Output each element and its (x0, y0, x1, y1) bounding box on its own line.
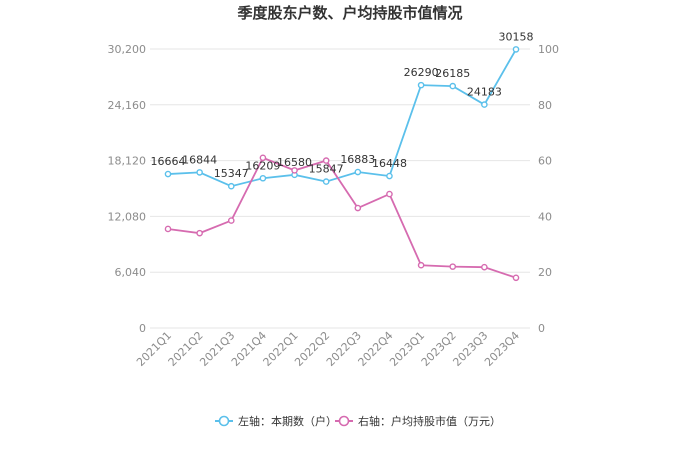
right-tick-label: 80 (538, 99, 552, 112)
data-point[interactable] (196, 169, 203, 176)
series-line-1 (167, 48, 517, 188)
data-point[interactable] (164, 170, 172, 178)
data-point[interactable] (417, 261, 425, 269)
data-label: 24183 (467, 86, 502, 99)
data-label: 16448 (372, 157, 407, 170)
data-point[interactable] (449, 82, 457, 90)
data-label: 16844 (182, 153, 217, 166)
data-point[interactable] (227, 182, 235, 190)
data-label: 26185 (435, 67, 470, 80)
data-point[interactable] (512, 46, 520, 53)
right-tick-label: 100 (538, 43, 559, 56)
left-tick-label: 12,080 (108, 210, 147, 223)
legend-marker[interactable] (218, 415, 230, 427)
series-line-2 (167, 156, 517, 279)
data-point[interactable] (512, 274, 520, 282)
legend-label[interactable]: 右轴：户均持股市值（万元） (358, 414, 501, 428)
data-label: 15847 (309, 163, 344, 176)
right-tick-label: 0 (538, 322, 545, 335)
left-tick-label: 0 (139, 322, 146, 335)
x-axis-ticks: 2021Q12021Q22021Q32021Q42022Q12022Q22022… (134, 329, 522, 369)
data-point[interactable] (386, 172, 393, 180)
legend[interactable]: 左轴：本期数（户） 右轴：户均持股市值（万元） (215, 414, 501, 428)
left-tick-label: 30,200 (108, 43, 147, 56)
data-label: 16580 (277, 156, 312, 169)
data-point[interactable] (481, 263, 488, 271)
data-point[interactable] (354, 204, 362, 212)
data-label: 30158 (499, 30, 534, 43)
legend-label[interactable]: 左轴：本期数（户） (238, 414, 337, 428)
data-label: 15347 (214, 167, 249, 180)
data-point[interactable] (196, 229, 203, 237)
right-tick-label: 60 (538, 155, 552, 168)
data-point[interactable] (449, 263, 457, 270)
left-tick-label: 24,160 (108, 99, 147, 112)
data-point[interactable] (322, 157, 330, 164)
data-point[interactable] (386, 190, 393, 198)
right-tick-label: 40 (538, 210, 552, 223)
data-label: 16209 (245, 159, 280, 172)
data-label: 16664 (151, 155, 186, 168)
data-point[interactable] (354, 168, 362, 176)
data-point[interactable] (259, 174, 267, 182)
left-tick-label: 6,040 (115, 266, 147, 279)
data-point[interactable] (164, 225, 172, 233)
data-point[interactable] (291, 167, 298, 174)
chart-title: 季度股东户数、户均持股市值情况 (237, 4, 462, 22)
legend-marker[interactable] (338, 415, 350, 427)
right-axis-ticks: 0 20 40 60 80 100 (538, 43, 559, 335)
data-labels: 1666416844153471620916580158471688316448… (151, 30, 534, 180)
right-tick-label: 20 (538, 266, 552, 279)
data-label: 16883 (340, 153, 375, 166)
data-point[interactable] (481, 101, 488, 108)
data-point[interactable] (227, 217, 235, 224)
x-tick-label: 2023Q4 (482, 329, 522, 369)
data-point[interactable] (322, 178, 330, 185)
series-group (164, 46, 520, 282)
left-tick-label: 18,120 (108, 155, 147, 168)
data-point[interactable] (417, 81, 425, 89)
left-axis-ticks: 0 6,040 12,080 18,120 24,160 30,200 (108, 43, 147, 335)
gridlines (150, 48, 530, 329)
data-label: 26290 (404, 66, 439, 79)
data-point[interactable] (259, 154, 267, 162)
